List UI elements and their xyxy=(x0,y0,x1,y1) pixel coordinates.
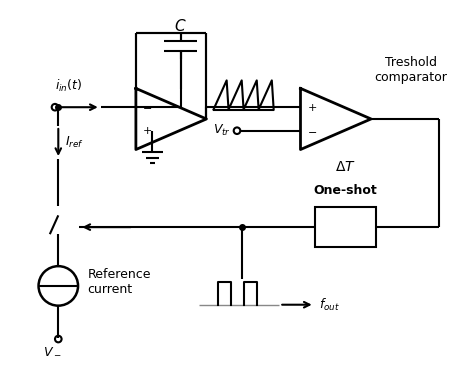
Bar xyxy=(315,207,376,247)
Text: $V_{tr}$: $V_{tr}$ xyxy=(213,123,231,138)
Text: $V_-$: $V_-$ xyxy=(43,344,62,357)
Text: $C$: $C$ xyxy=(174,18,187,34)
Text: $-$: $-$ xyxy=(307,126,317,136)
Text: $i_{in}(t)$: $i_{in}(t)$ xyxy=(55,78,82,94)
Text: One-shot: One-shot xyxy=(313,184,377,197)
Text: $-$: $-$ xyxy=(142,102,152,112)
Text: Treshold
comparator: Treshold comparator xyxy=(374,56,447,84)
Text: $+$: $+$ xyxy=(307,102,317,113)
Text: $+$: $+$ xyxy=(142,125,152,136)
Text: $\Delta T$: $\Delta T$ xyxy=(335,160,356,174)
Text: $f_{out}$: $f_{out}$ xyxy=(319,297,340,313)
Text: Reference
current: Reference current xyxy=(87,268,151,296)
Text: $I_{ref}$: $I_{ref}$ xyxy=(65,135,84,150)
